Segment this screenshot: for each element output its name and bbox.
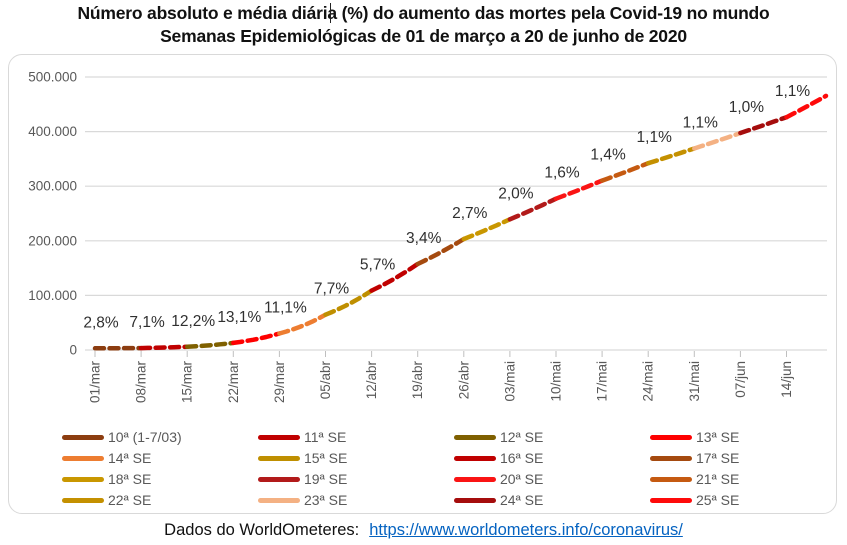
legend-item: 25ª SE — [650, 492, 739, 508]
legend-item: 20ª SE — [454, 471, 543, 487]
text-cursor-artifact — [330, 3, 331, 23]
legend-swatch — [62, 455, 104, 461]
chart-title-line1: Número absoluto e média diária (%) do au… — [77, 3, 770, 23]
legend-item: 21ª SE — [650, 471, 739, 487]
legend-label: 20ª SE — [500, 471, 544, 487]
legend-item: 12ª SE — [454, 429, 543, 445]
legend-swatch — [650, 497, 692, 503]
legend-swatch — [650, 476, 692, 482]
legend-label: 18ª SE — [108, 471, 152, 487]
chart-title-line2: Semanas Epidemiológicas de 01 de março a… — [160, 26, 687, 46]
legend-label: 19ª SE — [304, 471, 348, 487]
legend-label: 14ª SE — [108, 450, 152, 466]
legend-item: 14ª SE — [62, 450, 151, 466]
legend-label: 23ª SE — [304, 492, 348, 508]
footer: Dados do WorldOmeteres: https://www.worl… — [0, 521, 847, 545]
legend-label: 11ª SE — [304, 429, 347, 445]
legend-item: 22ª SE — [62, 492, 151, 508]
legend-swatch — [258, 476, 300, 482]
legend-item: 15ª SE — [258, 450, 347, 466]
legend-swatch — [650, 455, 692, 461]
legend-swatch — [650, 434, 692, 440]
legend-item: 19ª SE — [258, 471, 347, 487]
legend-swatch — [454, 497, 496, 503]
legend-label: 15ª SE — [304, 450, 348, 466]
legend-item: 23ª SE — [258, 492, 347, 508]
legend-swatch — [454, 455, 496, 461]
legend-label: 10ª (1-7/03) — [108, 429, 182, 445]
legend-item: 11ª SE — [258, 429, 346, 445]
legend-label: 17ª SE — [696, 450, 740, 466]
legend-swatch — [62, 476, 104, 482]
legend-item: 17ª SE — [650, 450, 739, 466]
legend-item: 18ª SE — [62, 471, 151, 487]
legend-label: 12ª SE — [500, 429, 544, 445]
legend-label: 22ª SE — [108, 492, 152, 508]
source-link[interactable]: https://www.worldometers.info/coronaviru… — [369, 521, 683, 539]
source-label: Dados do WorldOmeteres: — [164, 521, 360, 539]
legend-swatch — [258, 497, 300, 503]
legend-label: 16ª SE — [500, 450, 544, 466]
legend-swatch — [454, 476, 496, 482]
legend-swatch — [258, 455, 300, 461]
legend-swatch — [258, 434, 300, 440]
legend-label: 25ª SE — [696, 492, 740, 508]
legend-item: 13ª SE — [650, 429, 739, 445]
chart-area-frame — [8, 54, 837, 514]
legend-swatch — [62, 497, 104, 503]
legend-item: 10ª (1-7/03) — [62, 429, 182, 445]
legend-item: 24ª SE — [454, 492, 543, 508]
legend-label: 13ª SE — [696, 429, 740, 445]
legend-label: 24ª SE — [500, 492, 544, 508]
legend-label: 21ª SE — [696, 471, 740, 487]
chart-title: Número absoluto e média diária (%) do au… — [0, 2, 847, 48]
legend-swatch — [62, 434, 104, 440]
legend-swatch — [454, 434, 496, 440]
legend-item: 16ª SE — [454, 450, 543, 466]
